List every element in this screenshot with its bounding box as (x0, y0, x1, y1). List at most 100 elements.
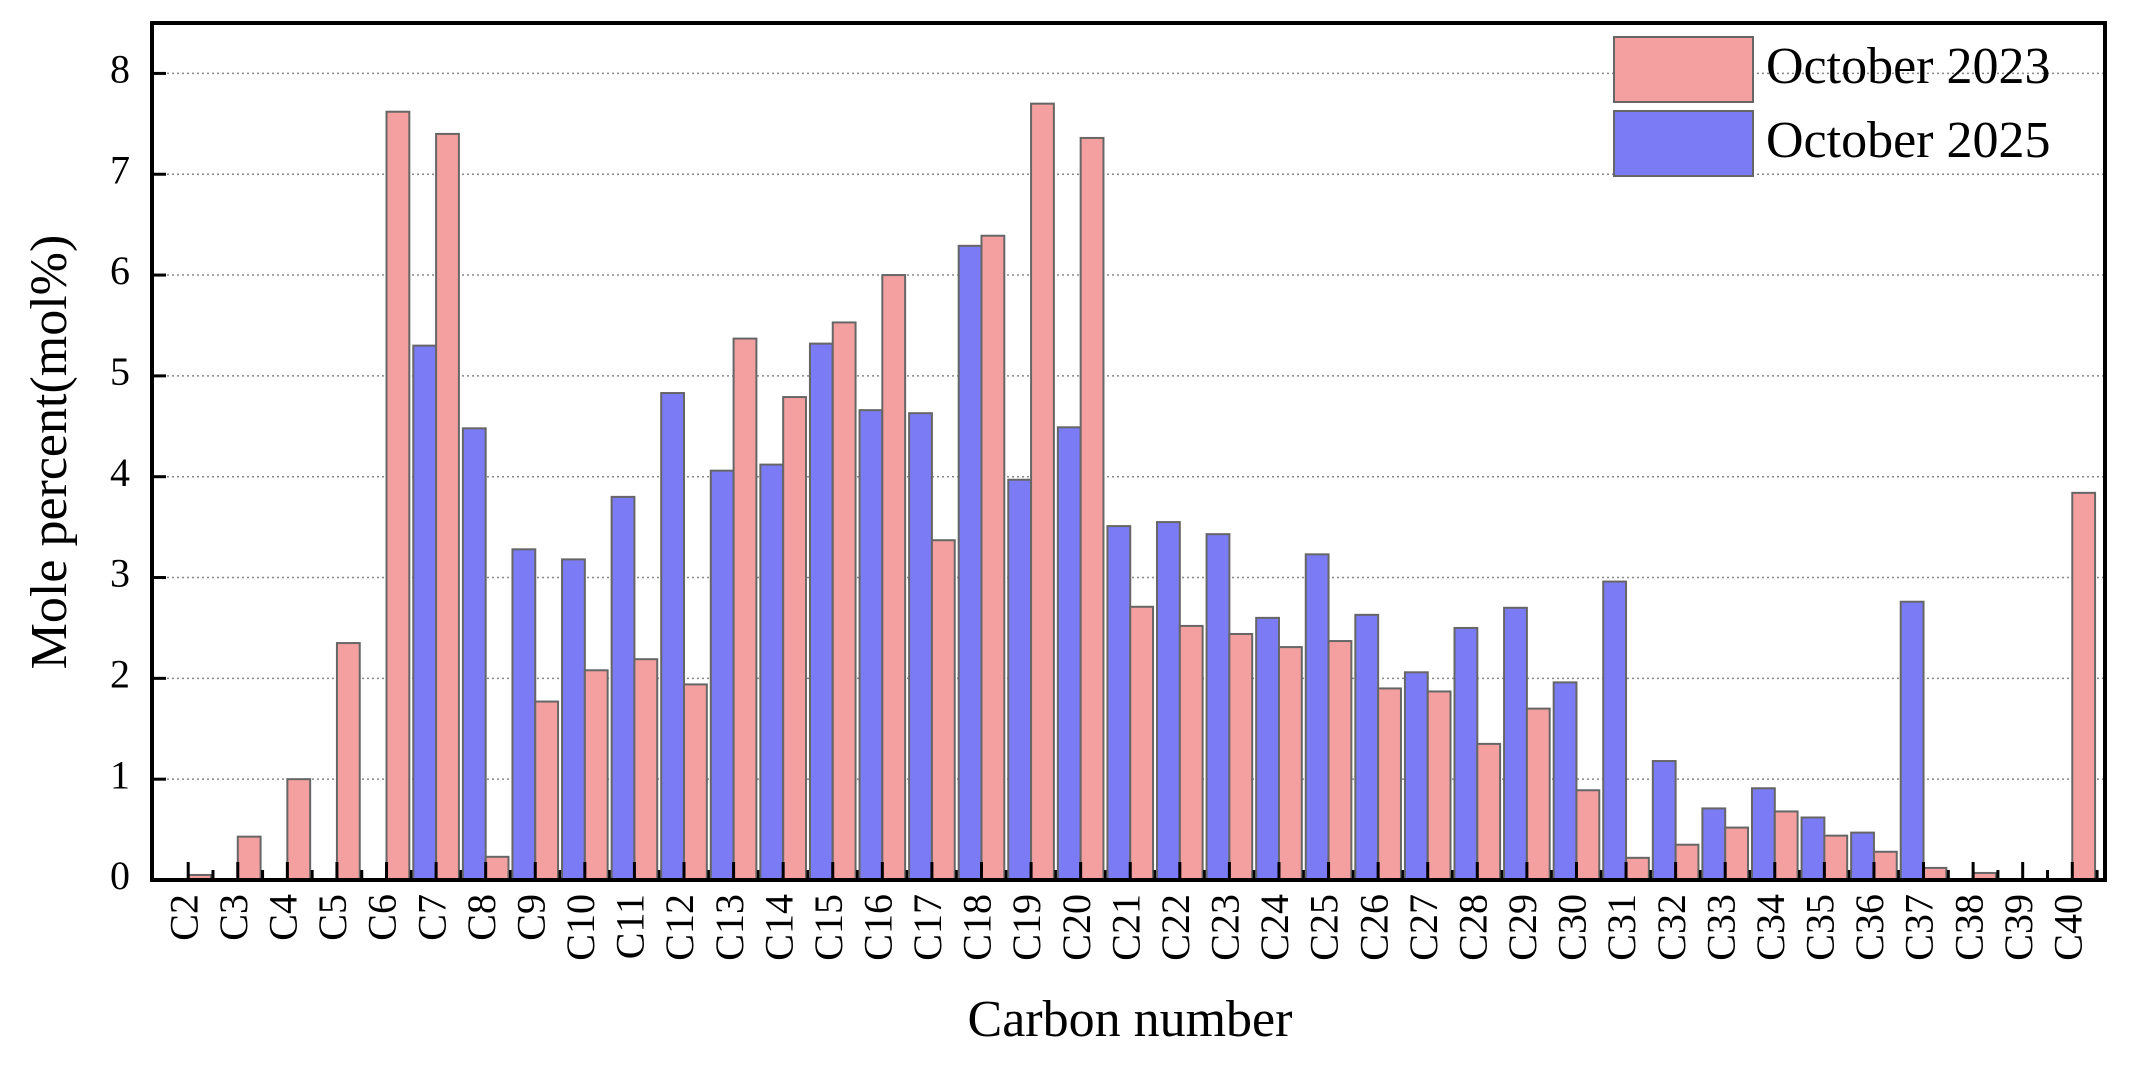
x-tick-label: C40 (2045, 894, 2090, 961)
x-tick-label: C22 (1153, 894, 1198, 961)
x-tick-label: C3 (211, 894, 256, 941)
bar (930, 539, 956, 882)
bar (1651, 760, 1677, 882)
bar (1750, 787, 1776, 882)
x-tick-label: C31 (1599, 894, 1644, 961)
bar (1426, 690, 1452, 882)
bar (1625, 856, 1650, 882)
x-tick-label: C34 (1748, 894, 1793, 961)
bar (1030, 102, 1055, 882)
bar (561, 558, 586, 881)
x-tick-label: C16 (856, 894, 901, 961)
x-tick-label: C5 (310, 894, 355, 941)
bar (709, 469, 735, 881)
bar (732, 337, 758, 881)
bar (980, 234, 1006, 881)
bar (484, 855, 510, 882)
bar (1453, 626, 1479, 881)
bar (881, 274, 907, 881)
bar (1354, 613, 1380, 881)
bar (1079, 136, 1105, 881)
bar (1277, 646, 1303, 882)
x-tick-label: C25 (1302, 894, 1347, 961)
x-tick-label: C23 (1203, 894, 1248, 961)
bar (1403, 671, 1429, 881)
bar (461, 427, 487, 881)
bar (2071, 491, 2097, 881)
bar (1228, 632, 1254, 882)
bar (1129, 605, 1155, 881)
bar (1476, 742, 1502, 882)
bar (435, 132, 460, 881)
y-tick-label: 8 (110, 47, 130, 92)
x-tick-label: C17 (905, 894, 950, 961)
bar (782, 396, 807, 881)
y-tick-label: 2 (110, 652, 130, 697)
bar (683, 683, 708, 881)
bar (1525, 707, 1551, 881)
bar (583, 669, 609, 881)
x-tick-label: C21 (1103, 894, 1148, 961)
bar (1823, 834, 1849, 881)
x-tick-label: C28 (1450, 894, 1495, 961)
x-tick-label: C38 (1946, 894, 1991, 961)
x-tick-label: C27 (1401, 894, 1446, 961)
bar (1701, 807, 1727, 881)
bar (1327, 640, 1353, 881)
bar (385, 110, 411, 881)
x-tick-label: C11 (608, 894, 653, 959)
bar (1674, 843, 1700, 882)
y-tick-label: 1 (110, 752, 130, 797)
x-tick-label: C4 (261, 894, 306, 941)
bar (660, 392, 686, 881)
legend-label: October 2023 (1766, 38, 2050, 95)
bar (412, 344, 438, 881)
x-tick-label: C7 (409, 894, 454, 941)
legend-swatch (1613, 110, 1754, 177)
y-tick-label: 7 (110, 147, 130, 192)
x-tick-label: C10 (558, 894, 603, 961)
x-tick-label: C18 (955, 894, 1000, 961)
bar (831, 321, 857, 882)
x-tick-label: C8 (459, 894, 504, 941)
bar (1850, 831, 1875, 881)
bar (1503, 606, 1528, 882)
x-tick-label: C19 (1004, 894, 1049, 961)
bar (1552, 681, 1578, 881)
x-tick-label: C6 (360, 894, 405, 941)
x-tick-label: C37 (1897, 894, 1942, 961)
bar (1106, 525, 1132, 882)
bar (1205, 533, 1231, 881)
y-tick-label: 3 (110, 551, 130, 596)
bar (534, 700, 560, 881)
x-tick-label: C13 (707, 894, 752, 961)
bar (1304, 553, 1330, 882)
legend-label: October 2025 (1766, 112, 2050, 169)
bar (1602, 580, 1628, 882)
bar (1156, 521, 1181, 881)
x-axis-title: Carbon number (968, 991, 1293, 1048)
bar (286, 778, 312, 881)
bar (1724, 826, 1750, 882)
x-tick-label: C2 (161, 894, 206, 941)
x-tick-label: C33 (1698, 894, 1743, 961)
x-tick-label: C32 (1649, 894, 1694, 961)
y-tick-label: 0 (110, 853, 130, 898)
y-axis-title: Mole percent(mol%) (21, 235, 78, 670)
bar (1800, 816, 1826, 882)
plot-frame (150, 21, 2107, 882)
bar (1773, 810, 1799, 881)
bar (1899, 600, 1925, 881)
bar (808, 342, 834, 881)
bar (610, 495, 636, 881)
x-tick-label: C26 (1351, 894, 1396, 961)
bar (1872, 850, 1898, 881)
x-tick-label: C12 (657, 894, 702, 961)
bar (908, 412, 933, 881)
y-tick-label: 4 (110, 450, 130, 495)
legend-swatch (1613, 36, 1754, 103)
bar (236, 835, 262, 881)
bar (633, 658, 659, 881)
x-tick-label: C35 (1798, 894, 1843, 961)
